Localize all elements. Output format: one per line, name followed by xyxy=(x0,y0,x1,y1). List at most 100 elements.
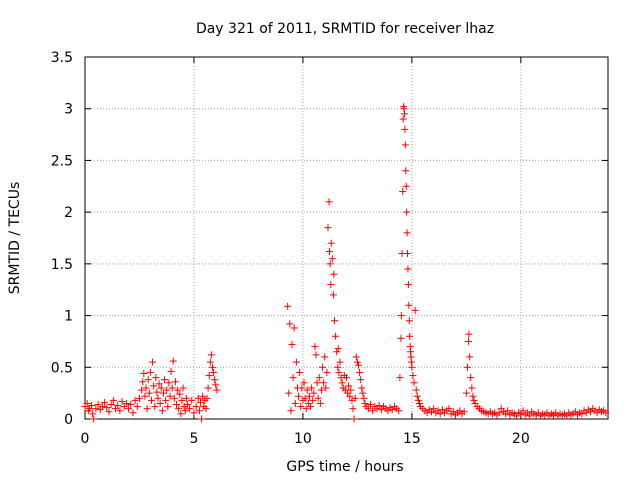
data-point xyxy=(183,401,191,409)
data-point xyxy=(109,396,117,404)
data-point xyxy=(202,405,210,413)
y-tick-label: 1.5 xyxy=(51,257,73,273)
data-point xyxy=(186,405,194,413)
data-point xyxy=(326,247,334,255)
data-point xyxy=(140,369,148,377)
data-point xyxy=(405,301,413,309)
data-point xyxy=(165,379,173,387)
data-point xyxy=(353,358,361,366)
y-tick-label: 0.5 xyxy=(51,360,73,376)
data-point xyxy=(195,407,203,415)
data-point xyxy=(329,291,337,299)
data-point xyxy=(352,353,360,361)
data-point xyxy=(324,224,332,232)
data-point xyxy=(335,368,343,376)
data-point xyxy=(149,358,157,366)
data-point xyxy=(314,394,322,402)
data-point xyxy=(307,403,315,411)
y-tick-label: 2.5 xyxy=(51,153,73,169)
data-point xyxy=(495,409,503,417)
data-point xyxy=(305,392,313,400)
data-point xyxy=(409,372,417,380)
data-point xyxy=(330,270,338,278)
data-point xyxy=(519,407,527,415)
data-point xyxy=(122,399,130,407)
data-point xyxy=(467,374,475,382)
data-point xyxy=(317,386,325,394)
data-point xyxy=(144,376,152,384)
data-point xyxy=(287,407,295,415)
data-point xyxy=(375,402,383,410)
data-point xyxy=(357,376,365,384)
data-point xyxy=(173,401,181,409)
data-point xyxy=(346,392,354,400)
data-point xyxy=(466,353,474,361)
data-point xyxy=(284,302,292,310)
data-point xyxy=(309,396,317,404)
x-axis-label: GPS time / hours xyxy=(286,459,403,475)
data-point xyxy=(190,409,198,417)
data-point xyxy=(354,361,362,369)
data-point xyxy=(331,317,339,325)
data-point xyxy=(468,384,476,392)
data-point xyxy=(138,386,146,394)
x-tick-label: 15 xyxy=(403,431,421,447)
data-point xyxy=(158,407,166,415)
data-point xyxy=(207,351,215,359)
data-point xyxy=(300,379,308,387)
data-point xyxy=(412,386,420,394)
y-axis-label: SRMTID / TECUs xyxy=(7,182,23,295)
data-point xyxy=(292,358,300,366)
data-point xyxy=(153,388,161,396)
data-point xyxy=(94,401,102,409)
data-point xyxy=(155,380,163,388)
data-point xyxy=(343,374,350,382)
data-point xyxy=(163,386,171,394)
data-point xyxy=(322,384,330,392)
data-point xyxy=(161,376,169,384)
plot-frame xyxy=(84,56,609,420)
data-point xyxy=(349,405,357,413)
data-point xyxy=(351,394,359,402)
data-point xyxy=(89,410,97,418)
data-point xyxy=(465,330,473,338)
data-point xyxy=(127,401,135,409)
data-point xyxy=(338,379,346,387)
data-point xyxy=(302,405,310,413)
data-point xyxy=(321,353,329,361)
data-point xyxy=(303,386,311,394)
data-point xyxy=(414,396,422,404)
data-point xyxy=(602,409,610,417)
data-point xyxy=(416,399,424,407)
data-point xyxy=(179,384,187,392)
data-point xyxy=(403,229,411,237)
data-point xyxy=(402,167,410,175)
data-point xyxy=(403,208,411,216)
data-point xyxy=(199,392,207,400)
data-point xyxy=(175,405,183,413)
data-point xyxy=(116,407,124,415)
data-point xyxy=(404,250,412,258)
data-point xyxy=(211,376,219,384)
data-point xyxy=(369,407,377,415)
data-point xyxy=(145,389,153,397)
data-point xyxy=(133,403,141,411)
data-point xyxy=(203,394,211,402)
data-point xyxy=(320,379,328,387)
data-point xyxy=(107,401,115,409)
data-point xyxy=(83,399,91,407)
data-point xyxy=(411,306,419,314)
data-point xyxy=(315,374,323,382)
data-point xyxy=(366,401,374,409)
data-point xyxy=(345,382,353,390)
data-point xyxy=(316,399,324,407)
data-point xyxy=(194,394,202,402)
data-point xyxy=(397,312,405,320)
data-point xyxy=(156,399,164,407)
data-point xyxy=(162,396,170,404)
data-point xyxy=(399,115,407,123)
data-point xyxy=(396,374,404,382)
data-point xyxy=(188,396,196,404)
data-point xyxy=(319,363,327,371)
data-point xyxy=(176,390,184,398)
